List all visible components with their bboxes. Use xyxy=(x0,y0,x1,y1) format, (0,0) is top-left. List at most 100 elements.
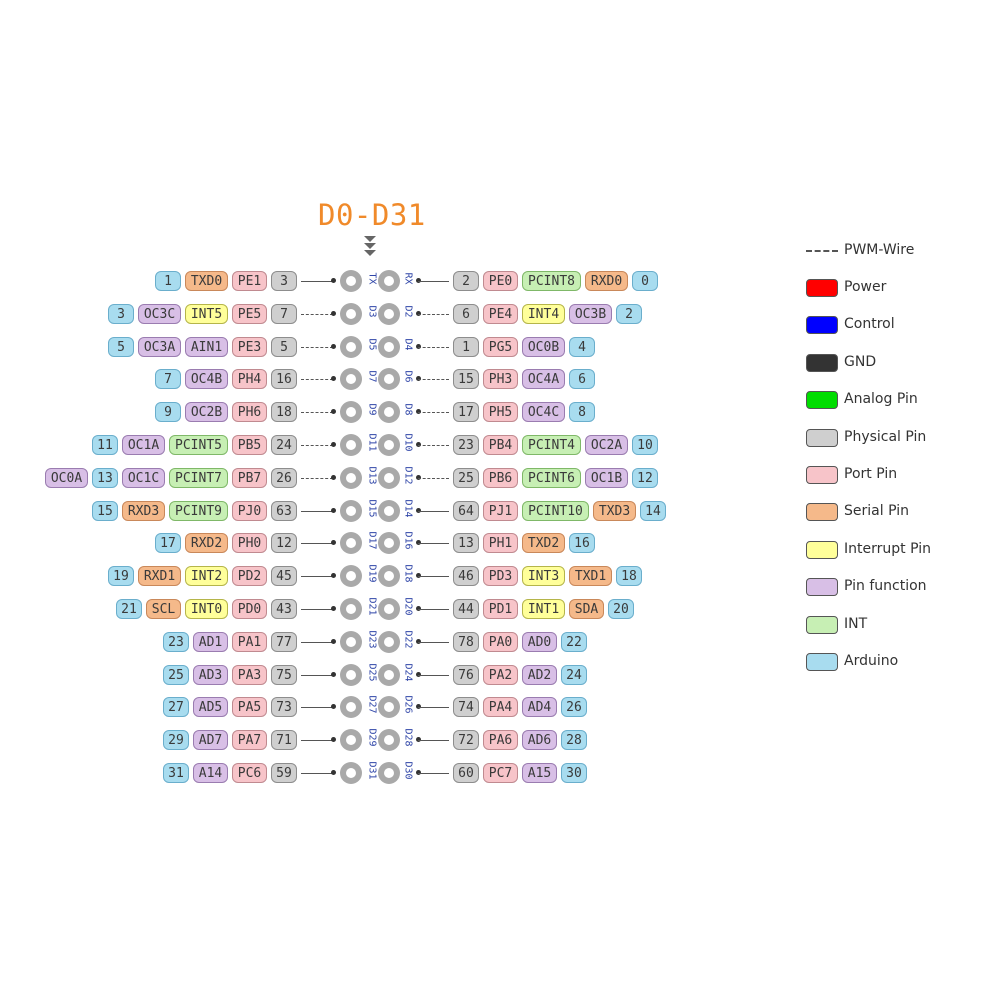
digital-pin-label: D12 xyxy=(402,466,414,485)
left-pin-label: RXD3 xyxy=(122,500,165,521)
right-pin-label: OC4A xyxy=(522,369,565,390)
digital-pin-label: D13 xyxy=(366,466,378,485)
left-pin-label: 27 xyxy=(163,697,189,718)
left-pin-label: PE5 xyxy=(232,303,267,324)
wire xyxy=(301,510,333,512)
left-pin-label: PA5 xyxy=(232,697,267,718)
legend-label: Pin function xyxy=(844,578,927,595)
left-pin-label: PB7 xyxy=(232,467,267,488)
right-pin-label: TXD2 xyxy=(522,533,565,554)
wire-end-dot xyxy=(416,474,421,480)
wire-end-dot xyxy=(331,540,336,546)
right-pin-label: PA2 xyxy=(483,664,518,685)
left-pin-label: INT5 xyxy=(185,303,228,324)
wire-end-dot xyxy=(416,704,421,710)
left-pin-label: 29 xyxy=(163,730,189,751)
header-pad-right xyxy=(378,401,400,424)
digital-pin-label: D19 xyxy=(366,564,378,583)
header-pad-right xyxy=(378,368,400,391)
left-pin-label: PD2 xyxy=(232,566,267,587)
legend-label: Power xyxy=(844,279,887,295)
wire-end-dot xyxy=(416,278,421,283)
right-pin-label: 6 xyxy=(453,303,479,324)
header-pad-left xyxy=(340,598,362,620)
header-pad-left xyxy=(340,368,362,391)
color-swatch xyxy=(806,578,838,597)
header-pad-right xyxy=(378,696,400,719)
left-pin-label: 24 xyxy=(271,435,297,455)
right-pin-label: PB4 xyxy=(483,435,518,455)
wire xyxy=(418,707,449,709)
wire-end-dot xyxy=(416,409,421,415)
right-pin-label: 20 xyxy=(608,599,634,619)
pin-row: 43 PD0 INT0 SCL 21 D21 D20 44 PD1 INT1 SDA 20 xyxy=(0,597,1000,621)
right-pin-label: AD2 xyxy=(522,664,557,685)
wire-end-dot xyxy=(331,671,336,677)
left-pin-label: 1 xyxy=(155,271,181,291)
pin-row: 45 PD2 INT2 RXD1 19 D19 D18 46 PD3 INT3 TXD1 18 xyxy=(0,564,1000,588)
legend-label: Physical Pin xyxy=(844,428,927,445)
wire-end-dot xyxy=(416,737,421,743)
left-pin-label: 3 xyxy=(108,303,134,324)
header-pad-left xyxy=(340,401,362,424)
wire-end-dot xyxy=(331,442,336,447)
left-pin-label: 13 xyxy=(92,467,118,488)
wire-end-dot xyxy=(416,606,421,611)
header-pad-left xyxy=(340,729,362,752)
left-pin-label: OC1A xyxy=(122,435,165,455)
digital-pin-label: D23 xyxy=(366,630,378,649)
wire-end-dot xyxy=(416,343,421,349)
right-pin-label: 15 xyxy=(453,369,479,390)
header-pad-left xyxy=(340,630,362,653)
left-pin-label: PE3 xyxy=(232,336,267,357)
digital-pin-label: D28 xyxy=(402,728,414,747)
left-pin-label: OC1C xyxy=(122,467,165,488)
digital-pin-label: D4 xyxy=(402,338,414,351)
legend-label: GND xyxy=(844,353,877,370)
right-pin-label: INT4 xyxy=(522,303,565,324)
right-pin-label: PG5 xyxy=(483,336,518,357)
wire-end-dot xyxy=(331,737,336,743)
header-pad-left xyxy=(340,335,362,358)
pin-row: 7 PE5 INT5 OC3C 3 D3 D2 6 PE4 INT4 OC3B 2 xyxy=(0,302,1000,326)
left-pin-label: 17 xyxy=(155,533,181,554)
right-pin-label: PCINT8 xyxy=(522,271,581,291)
right-pin-label: 25 xyxy=(453,467,479,488)
right-pin-label: 74 xyxy=(453,697,479,718)
left-pin-label: 71 xyxy=(271,730,297,751)
right-pin-label: OC2A xyxy=(585,435,628,455)
left-pin-label: TXD0 xyxy=(185,271,228,291)
header-pad-left xyxy=(340,302,362,325)
header-pad-right xyxy=(378,532,400,555)
color-swatch xyxy=(806,353,838,372)
pin-row: 5 PE3 AIN1 OC3A 5 D5 D4 1 PG5 OC0B 4 xyxy=(0,335,1000,359)
right-pin-label: 17 xyxy=(453,402,479,423)
legend-label: PWM-Wire xyxy=(844,242,915,258)
left-pin-label: PC6 xyxy=(232,763,267,783)
left-pin-label: INT2 xyxy=(185,566,228,587)
left-pin-label: AD1 xyxy=(193,631,228,652)
left-pin-label: 3 xyxy=(271,271,297,291)
header-pad-right xyxy=(378,630,400,653)
header-pad-left xyxy=(340,762,362,784)
header-pad-left xyxy=(340,663,362,686)
right-pin-label: 28 xyxy=(561,730,587,751)
left-pin-label: PE1 xyxy=(232,271,267,291)
wire-end-dot xyxy=(416,770,421,775)
left-pin-label: 18 xyxy=(271,402,297,423)
left-pin-label: 19 xyxy=(108,566,134,587)
pwm-wire xyxy=(301,379,333,381)
right-pin-label: OC3B xyxy=(569,303,612,324)
digital-pin-label: TX xyxy=(366,272,378,285)
header-pad-right xyxy=(378,499,400,522)
wire xyxy=(301,576,333,578)
right-pin-label: 1 xyxy=(453,336,479,357)
left-pin-label: 25 xyxy=(163,664,189,685)
right-pin-label: 23 xyxy=(453,435,479,455)
color-swatch xyxy=(806,316,838,335)
left-pin-label: PA3 xyxy=(232,664,267,685)
digital-pin-label: D20 xyxy=(402,597,414,616)
left-pin-label: 43 xyxy=(271,599,297,619)
right-pin-label: 72 xyxy=(453,730,479,751)
